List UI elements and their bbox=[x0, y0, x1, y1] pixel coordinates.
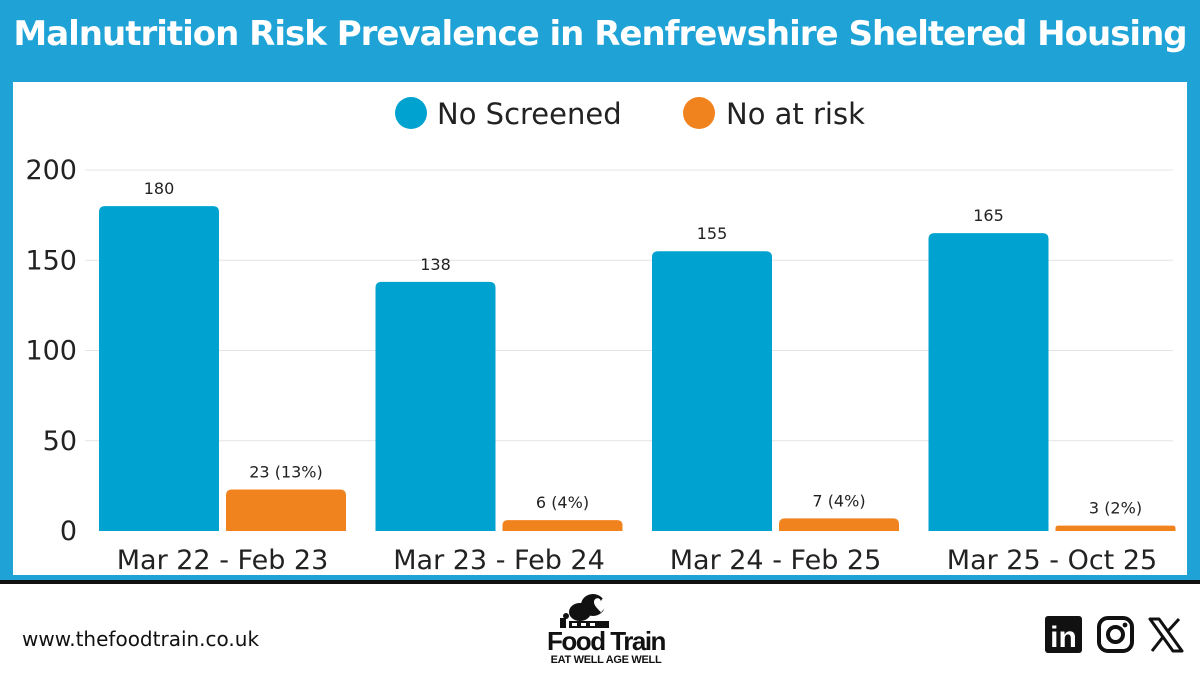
x-tick-label: Mar 22 - Feb 23 bbox=[117, 545, 329, 575]
bar-chart: 0 50 100 150 200 Mar 22 - Feb 23 Mar 23 - Feb … bbox=[25, 97, 1176, 575]
data-label: 165 bbox=[973, 206, 1004, 225]
bar-no-screened bbox=[652, 251, 772, 531]
social-links: in bbox=[1044, 614, 1184, 656]
brand-name: Food Train bbox=[547, 626, 666, 656]
bar-no-at-risk bbox=[1055, 525, 1176, 531]
data-label: 3 (2%) bbox=[1089, 499, 1142, 518]
legend-label: No at risk bbox=[726, 97, 865, 131]
y-tick-label: 150 bbox=[25, 245, 77, 276]
linkedin-icon-text: in bbox=[1050, 621, 1077, 654]
data-label: 23 (13%) bbox=[249, 462, 323, 481]
y-tick-label: 0 bbox=[60, 516, 77, 547]
x-tick-label: Mar 24 - Feb 25 bbox=[670, 545, 882, 575]
footer-divider bbox=[0, 580, 1200, 584]
y-tick-label: 50 bbox=[43, 426, 77, 457]
bar-no-screened bbox=[99, 206, 219, 531]
bar-no-at-risk bbox=[226, 489, 346, 531]
bar-no-at-risk bbox=[779, 518, 899, 531]
brand-tagline: EAT WELL AGE WELL bbox=[550, 654, 662, 666]
instagram-icon[interactable] bbox=[1096, 614, 1136, 656]
data-label: 138 bbox=[420, 255, 451, 274]
bar-no-screened bbox=[928, 233, 1049, 532]
data-label: 180 bbox=[144, 179, 175, 198]
chart-title: Malnutrition Risk Prevalence in Renfrews… bbox=[13, 14, 1187, 54]
linkedin-icon[interactable]: in bbox=[1044, 614, 1084, 656]
website-link[interactable]: www.thefoodtrain.co.uk bbox=[22, 627, 260, 651]
y-tick-label: 100 bbox=[25, 336, 77, 367]
food-train-logo: Food Train EAT WELL AGE WELL bbox=[536, 590, 676, 670]
legend-label: No Screened bbox=[437, 97, 622, 131]
bar-no-at-risk bbox=[502, 520, 623, 531]
logo-train-icon bbox=[560, 594, 609, 628]
legend-swatch bbox=[683, 97, 715, 129]
data-label: 155 bbox=[697, 224, 728, 243]
legend-swatch bbox=[395, 97, 427, 129]
data-label: 7 (4%) bbox=[812, 491, 865, 510]
chart-panel: 0 50 100 150 200 Mar 22 - Feb 23 Mar 23 - Feb … bbox=[13, 82, 1187, 575]
y-tick-label: 200 bbox=[25, 155, 77, 186]
x-tick-label: Mar 25 - Oct 25 bbox=[947, 545, 1157, 575]
x-tick-label: Mar 23 - Feb 24 bbox=[393, 545, 605, 575]
bar-no-screened bbox=[375, 281, 496, 531]
x-icon[interactable] bbox=[1146, 614, 1186, 656]
data-label: 6 (4%) bbox=[536, 493, 589, 512]
